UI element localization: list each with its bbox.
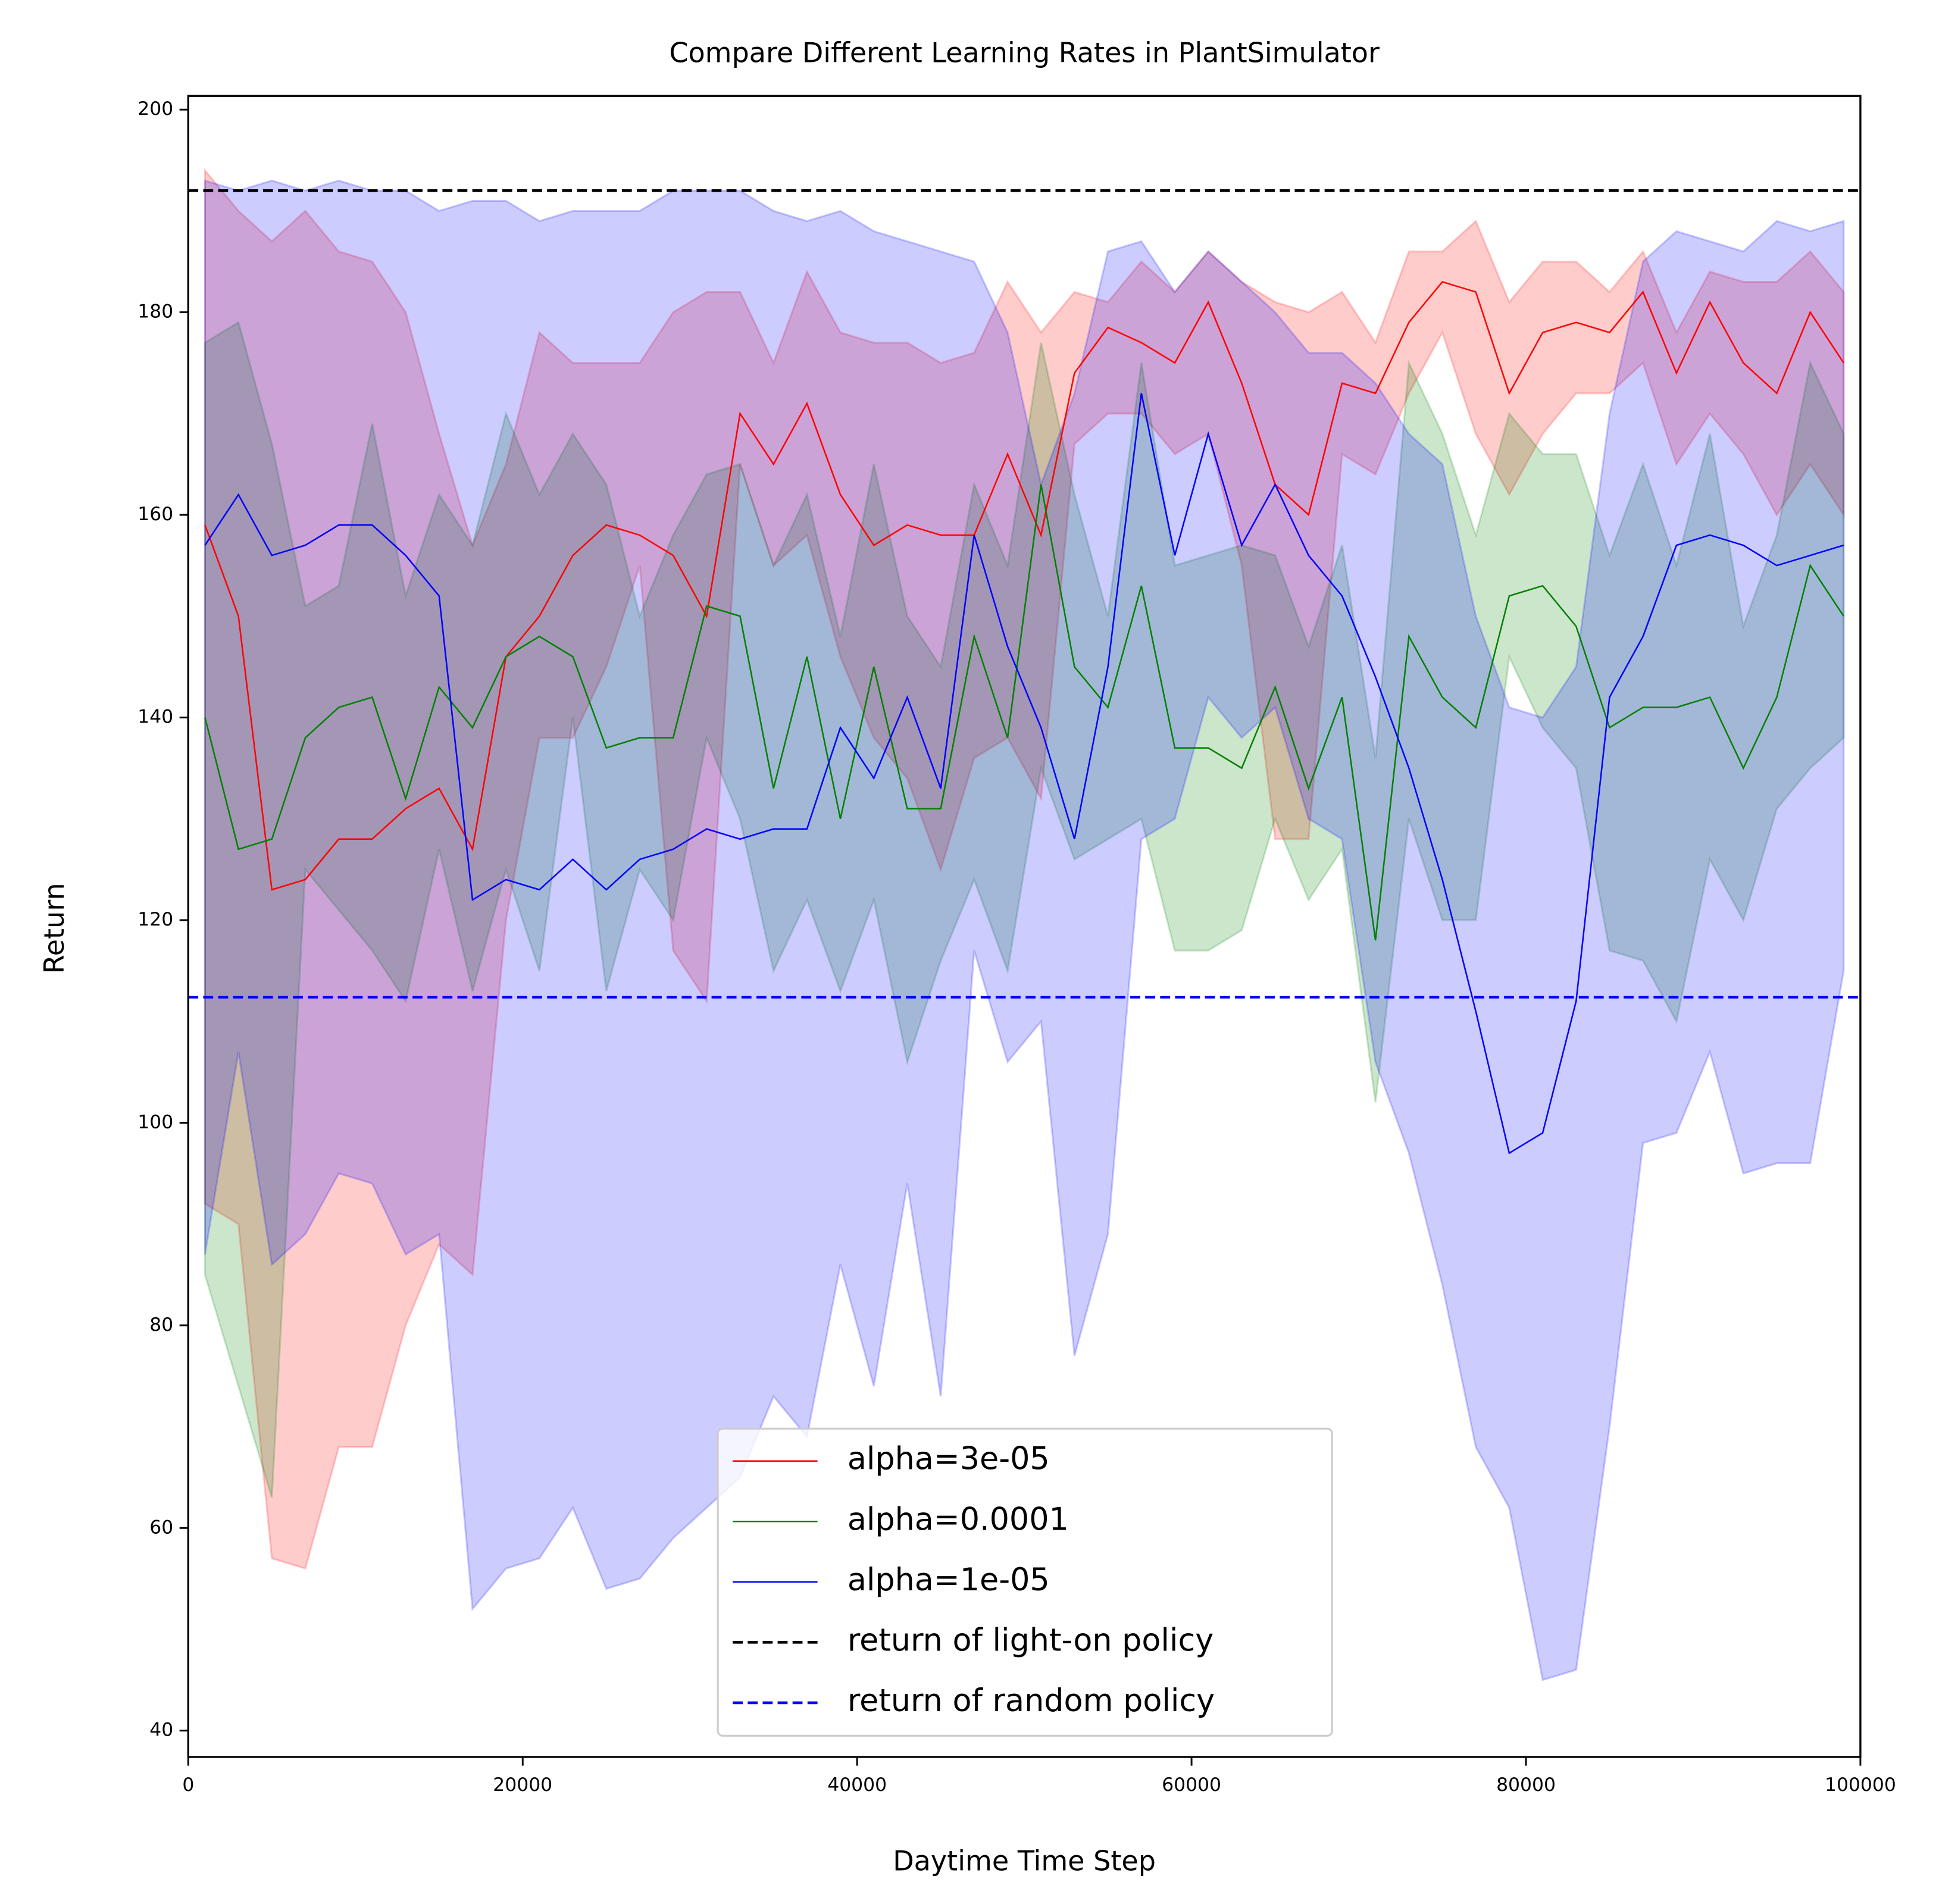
plot-frame [187, 95, 1862, 1758]
chart-title: Compare Different Learning Rates in Plan… [669, 37, 1380, 69]
legend-box [717, 1427, 1333, 1737]
line [204, 484, 1844, 941]
y-tick-label: 140 [137, 706, 173, 728]
legend-label: return of light-on policy [847, 1622, 1214, 1658]
x-tick-label: 60000 [1162, 1774, 1221, 1796]
x-axis-label: Daytime Time Step [893, 1844, 1156, 1877]
line [204, 281, 1844, 891]
legend-label: alpha=3e-05 [847, 1441, 1050, 1477]
x-tick-label: 20000 [493, 1774, 552, 1796]
x-tick-label: 80000 [1496, 1774, 1556, 1796]
x-tick-label: 40000 [827, 1774, 887, 1796]
y-tick-label: 100 [137, 1111, 173, 1133]
legend-label: alpha=0.0001 [847, 1501, 1069, 1537]
y-tick-label: 60 [149, 1517, 173, 1538]
y-tick-label: 80 [149, 1314, 173, 1336]
legend-label: return of random policy [847, 1683, 1215, 1719]
y-axis-label: Return [38, 883, 70, 974]
y-tick-label: 40 [149, 1719, 173, 1741]
band [204, 321, 1845, 1498]
y-tick-label: 120 [137, 909, 173, 930]
x-tick-label: 0 [182, 1774, 194, 1796]
y-tick-label: 200 [137, 98, 173, 120]
legend-label: alpha=1e-05 [847, 1562, 1050, 1598]
x-tick-label: 100000 [1825, 1774, 1896, 1796]
band [204, 167, 1845, 1570]
line [204, 393, 1844, 1155]
y-tick-label: 160 [137, 504, 173, 525]
y-tick-label: 180 [137, 301, 173, 323]
